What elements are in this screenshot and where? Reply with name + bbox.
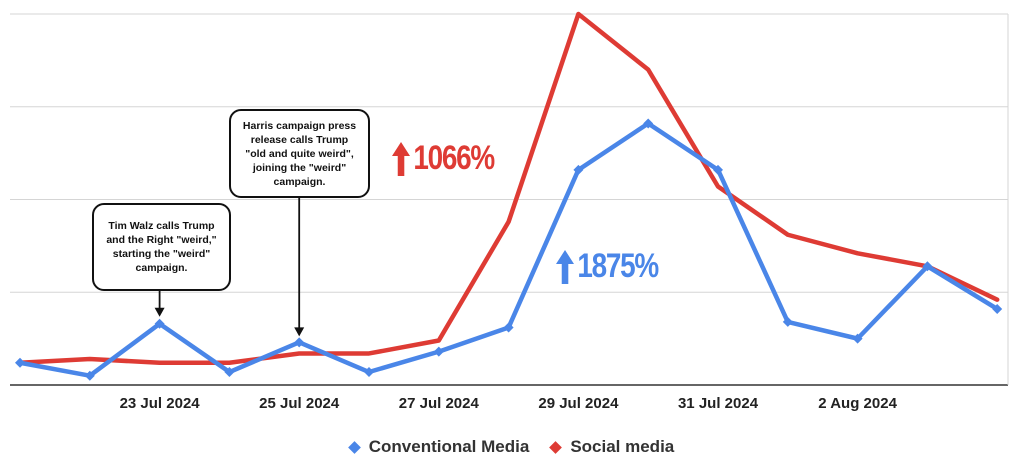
data-point-marker (15, 357, 25, 368)
data-point-marker (294, 337, 305, 348)
line-chart: 23 Jul 2024 25 Jul 2024 27 Jul 2024 29 Jul … (10, 11, 1009, 412)
x-tick-label: 29 Jul 2024 (538, 395, 619, 412)
callout-arrows (154, 198, 305, 337)
x-tick-label: 27 Jul 2024 (399, 395, 480, 412)
x-tick-label: 2 Aug 2024 (818, 395, 897, 412)
callout-arrow-head (154, 307, 165, 317)
social-growth-value: 1066% (413, 139, 495, 177)
data-point-marker (852, 333, 863, 344)
data-point-marker (713, 164, 723, 175)
x-axis: 23 Jul 2024 25 Jul 2024 27 Jul 2024 29 Jul … (120, 395, 898, 412)
data-point-marker (154, 318, 165, 329)
data-point-marker (782, 316, 793, 327)
legend-item-social: Social media (549, 437, 675, 457)
conventional-growth-label: 1875% (556, 247, 659, 286)
series-lines (17, 11, 1000, 378)
conventional-growth-value: 1875% (577, 247, 659, 285)
data-point-marker (643, 118, 654, 129)
legend-label-social: Social media (570, 437, 675, 456)
x-tick-label: 31 Jul 2024 (678, 395, 759, 412)
data-point-marker (573, 164, 584, 175)
up-arrow-icon (392, 141, 411, 176)
annotation-harris: Harris campaign press release calls Trum… (229, 109, 370, 198)
data-point-marker (224, 367, 235, 378)
series-line-social (17, 11, 1000, 365)
data-point-marker (992, 303, 1003, 314)
data-point-marker (364, 367, 374, 378)
data-point-marker (922, 261, 933, 272)
legend-label-conventional: Conventional Media (368, 437, 530, 456)
diamond-marker-icon (347, 440, 361, 454)
annotation-walz: Tim Walz calls Trump and the Right "weir… (92, 203, 231, 291)
x-tick-label: 25 Jul 2024 (259, 395, 340, 412)
legend: Conventional Media Social media (0, 437, 1024, 457)
diamond-marker-icon (549, 440, 563, 454)
up-arrow-icon (556, 249, 575, 284)
legend-item-conventional: Conventional Media (347, 437, 530, 457)
callout-arrow-head (294, 327, 305, 337)
data-point-marker (503, 322, 514, 333)
grid-lines (10, 13, 1009, 386)
social-growth-label: 1066% (392, 139, 495, 178)
data-point-marker (433, 346, 444, 357)
x-tick-label: 23 Jul 2024 (120, 395, 201, 412)
series-markers (15, 118, 1003, 381)
data-point-marker (84, 370, 95, 381)
